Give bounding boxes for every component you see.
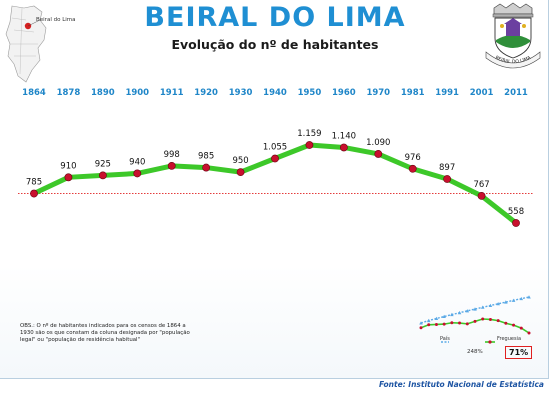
x-tick-label: 1864 bbox=[22, 88, 46, 98]
comparison-inset-chart bbox=[419, 295, 531, 344]
freguesia-mini-point bbox=[504, 321, 508, 325]
data-point bbox=[64, 173, 73, 182]
pais-mini-point bbox=[480, 305, 485, 309]
data-label: 1.055 bbox=[263, 142, 287, 152]
data-point bbox=[271, 154, 279, 163]
data-point bbox=[30, 189, 38, 198]
district-map-icon bbox=[5, 5, 47, 83]
x-tick-label: 2011 bbox=[504, 88, 528, 98]
data-label: 998 bbox=[164, 150, 180, 160]
x-axis-labels: 1864 1878 1890 1900 1911 1920 1930 1940 1950 1960… bbox=[22, 88, 528, 98]
pais-mini-point bbox=[504, 300, 508, 304]
data-labels: 785 910 925 940 998 985 950 1.055 1.159 1.140 1.09… bbox=[26, 129, 524, 217]
map-label: Beiral do Lima bbox=[36, 17, 76, 23]
pais-mini-point bbox=[450, 312, 454, 317]
x-tick-label: 1981 bbox=[401, 88, 425, 98]
data-label: 940 bbox=[129, 157, 145, 167]
freguesia-mini-point bbox=[527, 331, 531, 335]
freguesia-mini-point bbox=[473, 319, 477, 323]
chart-subtitle: Evolução do nº de habitantes bbox=[171, 37, 379, 52]
pais-mini-point bbox=[511, 298, 516, 302]
x-tick-label: 1930 bbox=[229, 88, 253, 98]
data-point bbox=[236, 168, 245, 177]
x-tick-label: 1940 bbox=[263, 88, 287, 98]
pais-mini-point bbox=[465, 309, 470, 313]
data-label: 558 bbox=[508, 207, 524, 217]
x-tick-label: 1900 bbox=[125, 88, 149, 98]
footnote: OBS.: O nº de habitantes indicados para … bbox=[20, 323, 190, 344]
x-tick-label: 1878 bbox=[57, 88, 81, 98]
freguesia-mini-point bbox=[458, 321, 462, 325]
pais-mini-point bbox=[419, 321, 423, 325]
data-point bbox=[98, 171, 107, 180]
freguesia-mini-point bbox=[419, 326, 423, 330]
legend-pais-label: País bbox=[440, 336, 450, 342]
data-point bbox=[133, 169, 142, 178]
pais-mini-line bbox=[420, 296, 530, 324]
data-label: 785 bbox=[26, 178, 42, 188]
page-title: BEIRAL DO LIMA bbox=[144, 2, 406, 33]
x-tick-label: 1970 bbox=[366, 88, 390, 98]
data-point bbox=[202, 163, 211, 172]
freguesia-mini-point bbox=[442, 322, 446, 326]
x-tick-label: 1911 bbox=[160, 88, 184, 98]
pais-mini-point bbox=[426, 318, 431, 323]
data-label: 925 bbox=[95, 159, 111, 169]
freguesia-mini-point bbox=[481, 317, 485, 321]
slide-frame bbox=[0, 0, 549, 379]
pais-mini-point bbox=[442, 314, 446, 319]
freguesia-mini-point bbox=[427, 323, 431, 327]
data-label: 897 bbox=[439, 163, 455, 173]
data-point bbox=[443, 175, 452, 183]
x-tick-label: 1960 bbox=[332, 88, 356, 98]
pais-mini-point bbox=[434, 316, 439, 320]
data-label: 1.090 bbox=[366, 138, 390, 148]
data-point bbox=[512, 219, 520, 227]
data-label: 1.159 bbox=[297, 129, 321, 139]
pais-mini-point bbox=[457, 310, 462, 315]
data-label: 976 bbox=[405, 153, 421, 163]
freguesia-mini-point bbox=[465, 322, 469, 326]
data-label: 767 bbox=[473, 180, 489, 190]
data-point bbox=[167, 161, 176, 170]
data-point bbox=[408, 164, 417, 173]
pais-mini-point bbox=[496, 301, 500, 306]
data-label: 950 bbox=[232, 156, 248, 166]
x-tick-label: 2001 bbox=[470, 88, 494, 98]
freguesia-mini-point bbox=[450, 321, 454, 325]
data-points bbox=[30, 141, 520, 227]
data-label: 985 bbox=[198, 152, 214, 162]
x-tick-label: 1991 bbox=[435, 88, 459, 98]
x-tick-label: 1950 bbox=[298, 88, 322, 98]
coat-of-arms-icon: BEIRAL DO LIMA bbox=[485, 2, 541, 69]
data-point bbox=[339, 143, 348, 152]
pais-mini-point bbox=[519, 296, 524, 301]
source-caption: Fonte: Instituto Nacional de Estatística bbox=[378, 380, 544, 389]
data-label: 1.140 bbox=[332, 131, 356, 141]
data-point bbox=[305, 141, 314, 149]
freguesia-percent: 71% bbox=[505, 346, 533, 359]
x-tick-label: 1920 bbox=[194, 88, 218, 98]
legend-freguesia-label: Freguesia bbox=[497, 336, 522, 342]
pais-mini-point bbox=[488, 303, 493, 308]
pais-mini-point bbox=[473, 307, 477, 311]
data-point bbox=[477, 191, 486, 200]
freguesia-mini-point bbox=[496, 319, 500, 323]
pais-percent: 248% bbox=[467, 349, 483, 355]
freguesia-mini-point bbox=[512, 323, 516, 327]
data-label: 910 bbox=[60, 161, 76, 171]
data-point bbox=[374, 150, 383, 158]
freguesia-mini-point bbox=[488, 317, 492, 321]
x-tick-label: 1890 bbox=[91, 88, 115, 98]
freguesia-mini-point bbox=[519, 326, 523, 330]
pais-mini-point bbox=[527, 295, 531, 299]
freguesia-mini-point bbox=[434, 322, 438, 326]
